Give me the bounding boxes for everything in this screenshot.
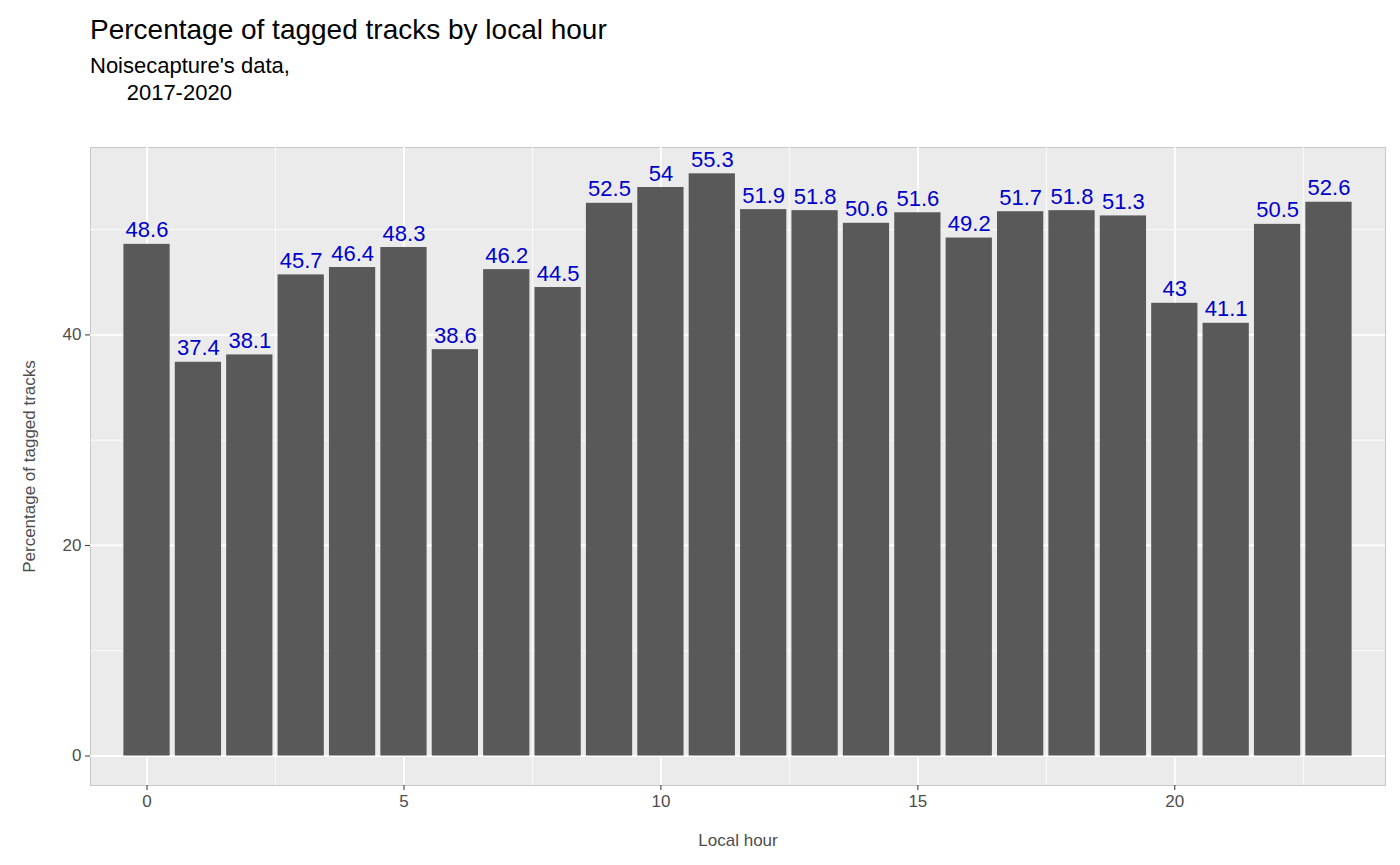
svg-text:20: 20 bbox=[1165, 792, 1184, 811]
svg-text:20: 20 bbox=[63, 536, 82, 555]
svg-text:38.1: 38.1 bbox=[228, 328, 271, 353]
svg-text:Percentage of tagged tracks: Percentage of tagged tracks bbox=[20, 360, 39, 573]
svg-text:5: 5 bbox=[399, 792, 408, 811]
svg-text:15: 15 bbox=[908, 792, 927, 811]
svg-text:44.5: 44.5 bbox=[537, 261, 580, 286]
svg-text:51.8: 51.8 bbox=[1051, 184, 1094, 209]
html-text:Percentage of tagged tracks by: Percentage of tagged tracks by local hou… bbox=[90, 14, 607, 45]
svg-text:52.5: 52.5 bbox=[588, 176, 631, 201]
svg-text:50.6: 50.6 bbox=[845, 196, 888, 221]
svg-text:50.5: 50.5 bbox=[1256, 197, 1299, 222]
svg-text:Local hour: Local hour bbox=[698, 831, 778, 850]
svg-text:51.9: 51.9 bbox=[742, 183, 785, 208]
svg-text:41.1: 41.1 bbox=[1205, 296, 1248, 321]
svg-text:0: 0 bbox=[142, 792, 151, 811]
svg-text:46.4: 46.4 bbox=[331, 241, 374, 266]
svg-text:54: 54 bbox=[649, 161, 673, 186]
svg-text:40: 40 bbox=[63, 325, 82, 344]
svg-text:43: 43 bbox=[1163, 276, 1187, 301]
svg-text:49.2: 49.2 bbox=[948, 211, 991, 236]
svg-text:51.8: 51.8 bbox=[794, 184, 837, 209]
svg-text:37.4: 37.4 bbox=[177, 335, 220, 360]
svg-text:10: 10 bbox=[651, 792, 670, 811]
svg-text:38.6: 38.6 bbox=[434, 323, 477, 348]
svg-text:51.7: 51.7 bbox=[999, 185, 1042, 210]
svg-text:46.2: 46.2 bbox=[485, 243, 528, 268]
svg-text:48.6: 48.6 bbox=[126, 217, 169, 242]
html-text:Noisecapture's data, 2017-2020: Noisecapture's data, 2017-2020 bbox=[90, 53, 290, 105]
svg-text:52.6: 52.6 bbox=[1308, 175, 1351, 200]
svg-text:51.3: 51.3 bbox=[1102, 189, 1145, 214]
svg-text:0: 0 bbox=[72, 746, 81, 765]
svg-text:51.6: 51.6 bbox=[896, 186, 939, 211]
svg-text:55.3: 55.3 bbox=[691, 147, 734, 172]
svg-text:45.7: 45.7 bbox=[280, 248, 323, 273]
svg-text:48.3: 48.3 bbox=[383, 221, 426, 246]
